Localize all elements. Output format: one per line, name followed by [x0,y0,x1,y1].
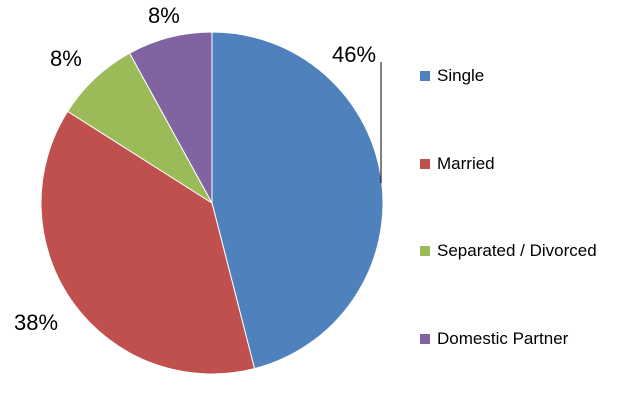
legend-swatch-icon [420,159,430,169]
legend-item-separated: Separated / Divorced [420,241,597,261]
legend-label: Single [437,66,485,85]
pie-slice-married [40,110,256,375]
legend-label: Married [437,154,495,173]
legend-swatch-icon [420,246,430,256]
slice-label-single: 46% [332,42,377,67]
legend-item-single: Single [420,66,484,86]
pie-slice-single [211,31,384,370]
legend-item-domestic: Domestic Partner [420,329,568,349]
slice-label-married: 38% [14,310,59,335]
pie-slice-domestic-partner [128,31,213,204]
legend-swatch-icon [420,334,430,344]
legend-label: Domestic Partner [437,329,569,348]
slice-label-separated: 8% [50,46,82,71]
legend-label: Separated / Divorced [437,241,597,260]
legend-item-married: Married [420,154,495,174]
legend-swatch-icon [420,71,430,81]
slice-label-domestic: 8% [148,3,180,28]
